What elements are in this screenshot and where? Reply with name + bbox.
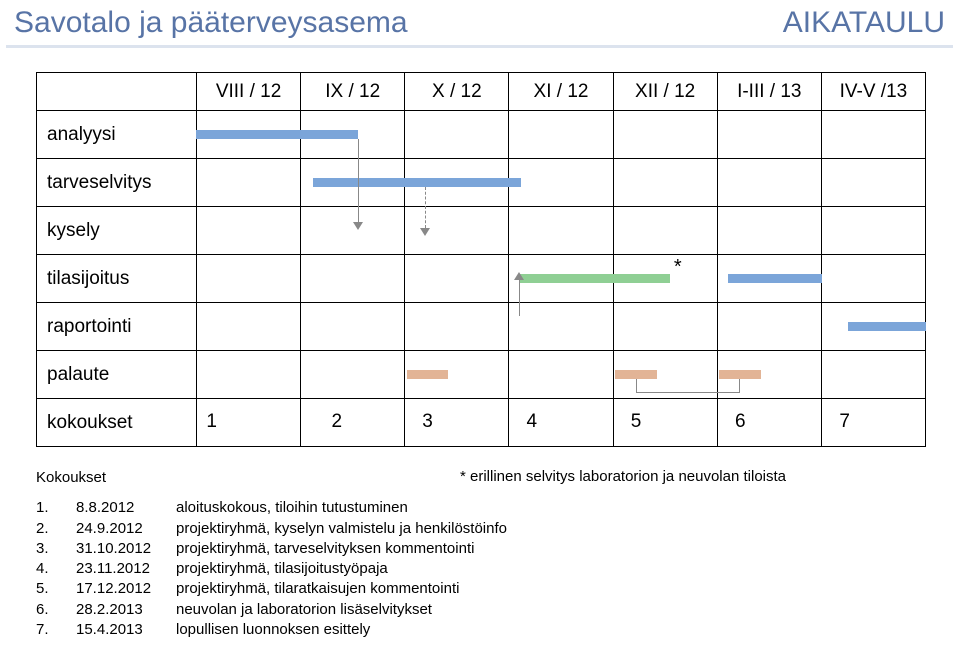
gantt-cell <box>717 207 821 255</box>
gantt-cell <box>197 111 301 159</box>
legend-text: projektiryhmä, tarveselvityksen kommento… <box>176 539 474 559</box>
gantt-cell <box>405 159 509 207</box>
page-title-left: Savotalo ja pääterveysasema <box>14 6 408 40</box>
legend-text: aloituskokous, tiloihin tutustuminen <box>176 498 408 518</box>
legend-num: 3. <box>36 539 76 559</box>
legend-num: 2. <box>36 519 76 539</box>
legend-num: 1. <box>36 498 76 518</box>
row-label: raportointi <box>37 303 197 351</box>
gantt-cell <box>509 159 613 207</box>
gantt-cell <box>613 207 717 255</box>
gantt-cell <box>613 399 717 447</box>
gantt-cell <box>405 399 509 447</box>
gantt-cell <box>821 303 925 351</box>
gantt-cell <box>613 255 717 303</box>
legend-item: 1.8.8.2012aloituskokous, tiloihin tutust… <box>36 498 507 518</box>
legend-text: lopullisen luonnoksen esittely <box>176 620 370 640</box>
gantt-cell <box>405 351 509 399</box>
legend-num: 6. <box>36 600 76 620</box>
gantt-chart: VIII / 12IX / 12X / 12XI / 12XII / 12I-I… <box>36 72 926 447</box>
gantt-cell <box>821 399 925 447</box>
gantt-cell <box>821 207 925 255</box>
legend-text: neuvolan ja laboratorion lisäselvitykset <box>176 600 432 620</box>
gantt-cell <box>405 255 509 303</box>
column-header: VIII / 12 <box>197 73 301 111</box>
page-title-right: AIKATAULU <box>783 6 945 40</box>
legend-item: 7.15.4.2013lopullisen luonnoksen esittel… <box>36 620 507 640</box>
gantt-cell <box>717 159 821 207</box>
legend-item: 3.31.10.2012projektiryhmä, tarveselvityk… <box>36 539 507 559</box>
legend-item: 4.23.11.2012projektiryhmä, tilasijoitust… <box>36 559 507 579</box>
gantt-cell <box>613 303 717 351</box>
legend-text: projektiryhmä, tilaratkaisujen kommentoi… <box>176 579 459 599</box>
legend-num: 4. <box>36 559 76 579</box>
legend-num: 7. <box>36 620 76 640</box>
legend-date: 24.9.2012 <box>76 519 176 539</box>
gantt-cell <box>509 303 613 351</box>
column-header: XI / 12 <box>509 73 613 111</box>
gantt-cell <box>717 303 821 351</box>
row-label: kokoukset <box>37 399 197 447</box>
legend-date: 8.8.2012 <box>76 498 176 518</box>
legend-text: projektiryhmä, tilasijoitustyöpaja <box>176 559 388 579</box>
gantt-cell <box>197 207 301 255</box>
gantt-cell <box>197 399 301 447</box>
legend-num: 5. <box>36 579 76 599</box>
legend-date: 28.2.2013 <box>76 600 176 620</box>
gantt-cell <box>821 351 925 399</box>
gantt-cell <box>821 159 925 207</box>
gantt-cell <box>717 351 821 399</box>
legend-date: 17.12.2012 <box>76 579 176 599</box>
gantt-cell <box>405 111 509 159</box>
row-label: palaute <box>37 351 197 399</box>
row-label: tilasijoitus <box>37 255 197 303</box>
gantt-cell <box>821 111 925 159</box>
column-header: IV-V /13 <box>821 73 925 111</box>
gantt-cell <box>613 351 717 399</box>
gantt-cell <box>509 207 613 255</box>
row-label: tarveselvitys <box>37 159 197 207</box>
legend-item: 2.24.9.2012projektiryhmä, kyselyn valmis… <box>36 519 507 539</box>
gantt-cell <box>197 351 301 399</box>
legend-date: 23.11.2012 <box>76 559 176 579</box>
gantt-cell <box>301 111 405 159</box>
gantt-cell <box>717 111 821 159</box>
legend-item: 5.17.12.2012projektiryhmä, tilaratkaisuj… <box>36 579 507 599</box>
column-header: I-III / 13 <box>717 73 821 111</box>
row-label: analyysi <box>37 111 197 159</box>
legend-text: projektiryhmä, kyselyn valmistelu ja hen… <box>176 519 507 539</box>
row-label: kysely <box>37 207 197 255</box>
gantt-cell <box>301 255 405 303</box>
gantt-cell <box>509 111 613 159</box>
gantt-cell <box>197 255 301 303</box>
gantt-cell <box>717 399 821 447</box>
gantt-cell <box>509 399 613 447</box>
gantt-cell <box>405 207 509 255</box>
column-header: XII / 12 <box>613 73 717 111</box>
gantt-cell <box>509 255 613 303</box>
gantt-cell <box>301 351 405 399</box>
column-header: X / 12 <box>405 73 509 111</box>
column-header: IX / 12 <box>301 73 405 111</box>
gantt-cell <box>405 303 509 351</box>
gantt-cell <box>301 303 405 351</box>
legend-date: 15.4.2013 <box>76 620 176 640</box>
gantt-table: VIII / 12IX / 12X / 12XI / 12XII / 12I-I… <box>36 72 926 447</box>
gantt-cell <box>613 111 717 159</box>
gantt-cell <box>613 159 717 207</box>
gantt-cell <box>821 255 925 303</box>
legend-heading: Kokoukset <box>36 468 507 488</box>
gantt-cell <box>509 351 613 399</box>
legend-item: 6.28.2.2013neuvolan ja laboratorion lisä… <box>36 600 507 620</box>
title-bar: Savotalo ja pääterveysasema AIKATAULU <box>0 0 959 48</box>
legend: Kokoukset 1.8.8.2012aloituskokous, tiloi… <box>36 468 507 640</box>
gantt-cell <box>301 159 405 207</box>
legend-date: 31.10.2012 <box>76 539 176 559</box>
gantt-cell <box>301 399 405 447</box>
gantt-cell <box>197 159 301 207</box>
footnote: * erillinen selvitys laboratorion ja neu… <box>460 468 786 485</box>
gantt-cell <box>197 303 301 351</box>
gantt-cell <box>301 207 405 255</box>
gantt-cell <box>717 255 821 303</box>
